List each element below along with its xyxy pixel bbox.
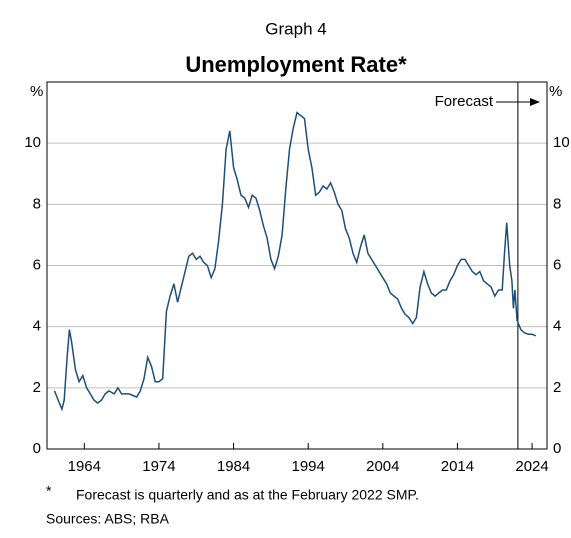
x-tick-label: 2024 [515,458,548,475]
y-tick-label-right: 8 [553,195,561,212]
footnote-marker: * [46,483,52,499]
y-tick-label: 10 [24,134,41,151]
y-tick-label-right: 2 [553,379,561,396]
y-unit-right: % [549,83,562,100]
y-unit-left: % [30,83,43,100]
y-tick-label: 2 [33,379,41,396]
data-line [53,111,537,412]
footnote: Forecast is quarterly and as at the Febr… [76,487,419,503]
x-tick-label: 1984 [217,458,250,475]
y-tick-label-right: 4 [553,318,561,335]
graph-label: Graph 4 [265,19,326,38]
x-tick-label: 2014 [441,458,474,475]
y-tick-label: 6 [33,256,41,273]
forecast-label: Forecast [435,93,494,110]
x-tick-label: 1994 [292,458,325,475]
y-tick-label: 8 [33,195,41,212]
y-tick-label-right: 10 [553,134,570,151]
chart-title: Unemployment Rate* [185,52,407,77]
x-tick-label: 1974 [142,458,175,475]
source: Sources: ABS; RBA [46,511,170,527]
forecast-arrowhead [530,98,540,106]
x-tick-label: 1964 [68,458,101,475]
x-tick-label: 2004 [366,458,399,475]
plot-frame [46,81,548,450]
y-tick-label-right: 6 [553,256,561,273]
y-tick-label: 0 [33,440,41,457]
y-tick-label: 4 [33,318,41,335]
y-tick-label-right: 0 [553,440,561,457]
